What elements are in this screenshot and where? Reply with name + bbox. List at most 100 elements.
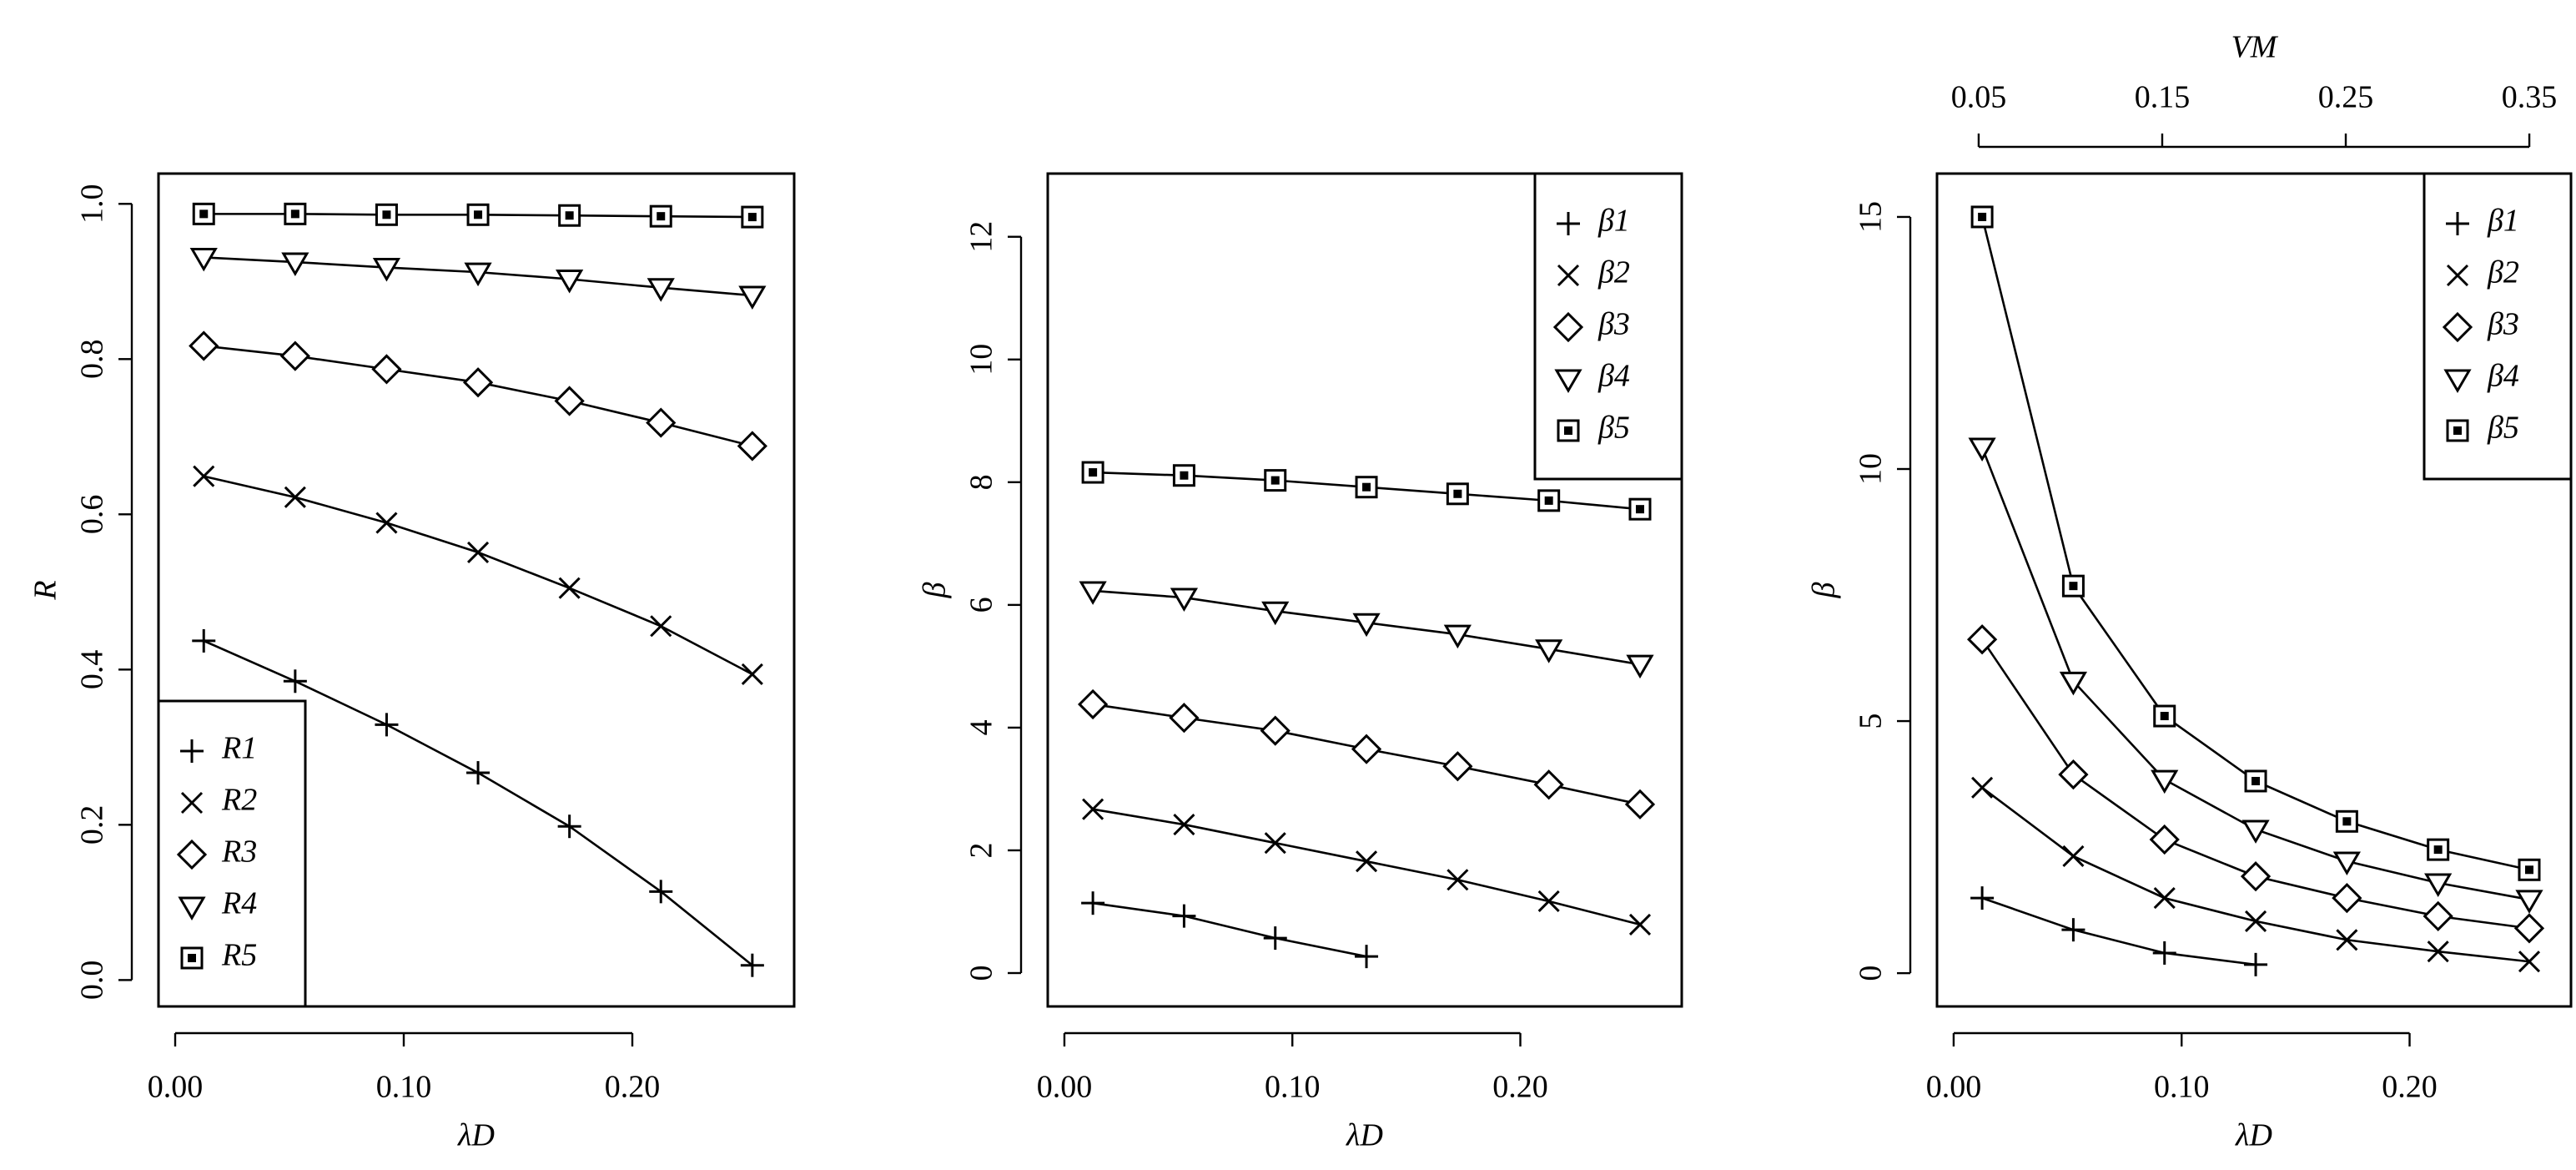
marker bbox=[1970, 886, 1995, 910]
plot-frame bbox=[1046, 172, 1683, 1008]
legend-marker bbox=[176, 839, 208, 870]
y-tick-label: 0 bbox=[964, 966, 999, 981]
marker-shape bbox=[1089, 468, 1098, 477]
marker-shape bbox=[2513, 913, 2545, 944]
marker-stroke bbox=[466, 541, 490, 563]
marker-stroke bbox=[284, 486, 306, 508]
y-tick-label: 2 bbox=[964, 842, 999, 858]
marker bbox=[1082, 798, 1104, 820]
marker-shape bbox=[1260, 715, 1291, 746]
marker bbox=[284, 486, 306, 508]
marker bbox=[1170, 588, 1199, 613]
marker-shape bbox=[382, 210, 391, 219]
marker bbox=[2153, 704, 2176, 728]
marker bbox=[1624, 789, 1656, 820]
marker-stroke bbox=[1264, 832, 1286, 855]
marker-stroke bbox=[1082, 798, 1104, 820]
marker bbox=[1077, 688, 1109, 720]
y-tick-label: 0.2 bbox=[75, 805, 110, 845]
marker-shape bbox=[1170, 588, 1199, 613]
marker bbox=[558, 204, 581, 227]
marker bbox=[2062, 845, 2085, 868]
panel: 0.0 0.2 0.4 0.6 0.8 1.0 R 0.00 0.10 0.20 λD bbox=[28, 172, 796, 1153]
legend-label: β4 bbox=[2487, 359, 2519, 394]
marker bbox=[2332, 851, 2361, 875]
marker-shape bbox=[199, 209, 209, 219]
y-tick-label: 5 bbox=[1854, 714, 1889, 729]
marker-shape bbox=[2332, 851, 2361, 875]
marker-shape bbox=[1443, 624, 1472, 649]
marker bbox=[1081, 461, 1104, 484]
marker bbox=[1446, 482, 1469, 506]
marker-shape bbox=[2059, 671, 2088, 696]
marker-shape bbox=[2160, 712, 2169, 721]
series-line bbox=[1981, 896, 2257, 966]
marker bbox=[1966, 624, 1998, 655]
marker bbox=[1537, 489, 1561, 512]
marker bbox=[2513, 913, 2545, 944]
marker bbox=[192, 202, 215, 225]
marker-shape bbox=[192, 202, 215, 225]
marker bbox=[1173, 814, 1195, 836]
marker-stroke bbox=[2062, 845, 2085, 868]
y-tick-label: 0.8 bbox=[75, 340, 110, 380]
legend-marker bbox=[1552, 311, 1584, 343]
marker bbox=[2061, 918, 2085, 942]
marker-stroke bbox=[180, 791, 204, 814]
legend-label: R3 bbox=[221, 835, 257, 870]
marker bbox=[2244, 952, 2268, 976]
marker-shape bbox=[1533, 769, 1564, 800]
marker-shape bbox=[2433, 845, 2443, 855]
marker bbox=[371, 354, 402, 385]
marker-shape bbox=[1635, 505, 1644, 514]
marker-shape bbox=[1180, 471, 1189, 480]
marker-shape bbox=[2424, 873, 2453, 897]
marker-shape bbox=[1966, 624, 1998, 655]
x-tick-label: 0.10 bbox=[2154, 1070, 2210, 1105]
marker bbox=[462, 367, 494, 398]
legend-marker bbox=[180, 739, 204, 763]
marker-shape bbox=[737, 431, 767, 461]
y-tick-label: 10 bbox=[964, 344, 999, 376]
legend-label: β1 bbox=[2487, 204, 2519, 239]
x-tick-label: 0.20 bbox=[1492, 1070, 1548, 1105]
marker-shape bbox=[554, 386, 585, 416]
marker bbox=[2332, 882, 2362, 914]
marker-shape bbox=[1362, 482, 1371, 492]
marker bbox=[466, 203, 490, 226]
legend-marker bbox=[2446, 212, 2469, 235]
marker-stroke bbox=[1628, 913, 1652, 935]
x2-tick-label: 0.15 bbox=[2135, 80, 2191, 115]
marker-shape bbox=[188, 954, 196, 962]
marker-shape bbox=[1978, 212, 1987, 221]
marker bbox=[1626, 654, 1654, 679]
marker bbox=[738, 285, 767, 310]
marker-stroke bbox=[741, 663, 763, 685]
marker bbox=[279, 340, 310, 371]
marker-shape bbox=[1564, 426, 1572, 435]
marker-shape bbox=[2335, 809, 2358, 833]
marker bbox=[189, 247, 218, 272]
y-axis-title: β bbox=[918, 582, 953, 598]
legend-label: β4 bbox=[1597, 359, 1630, 394]
marker-stroke bbox=[1537, 890, 1560, 913]
marker-stroke bbox=[2446, 264, 2469, 287]
marker bbox=[2059, 671, 2088, 696]
marker-shape bbox=[371, 354, 402, 385]
marker-shape bbox=[466, 203, 490, 226]
x-tick-label: 0.10 bbox=[1265, 1070, 1321, 1105]
marker-shape bbox=[2240, 861, 2272, 892]
marker-shape bbox=[2069, 582, 2078, 591]
legend-label: R2 bbox=[221, 783, 257, 818]
series-line bbox=[1092, 901, 1367, 958]
marker-shape bbox=[1453, 489, 1462, 498]
marker-shape bbox=[1544, 496, 1553, 505]
legend-label: β5 bbox=[1597, 411, 1630, 446]
legend-marker bbox=[1557, 419, 1580, 442]
marker bbox=[284, 202, 307, 225]
marker bbox=[375, 713, 399, 737]
legend-marker bbox=[1557, 212, 1580, 235]
marker-shape bbox=[178, 896, 206, 920]
legend-marker bbox=[1554, 369, 1582, 393]
